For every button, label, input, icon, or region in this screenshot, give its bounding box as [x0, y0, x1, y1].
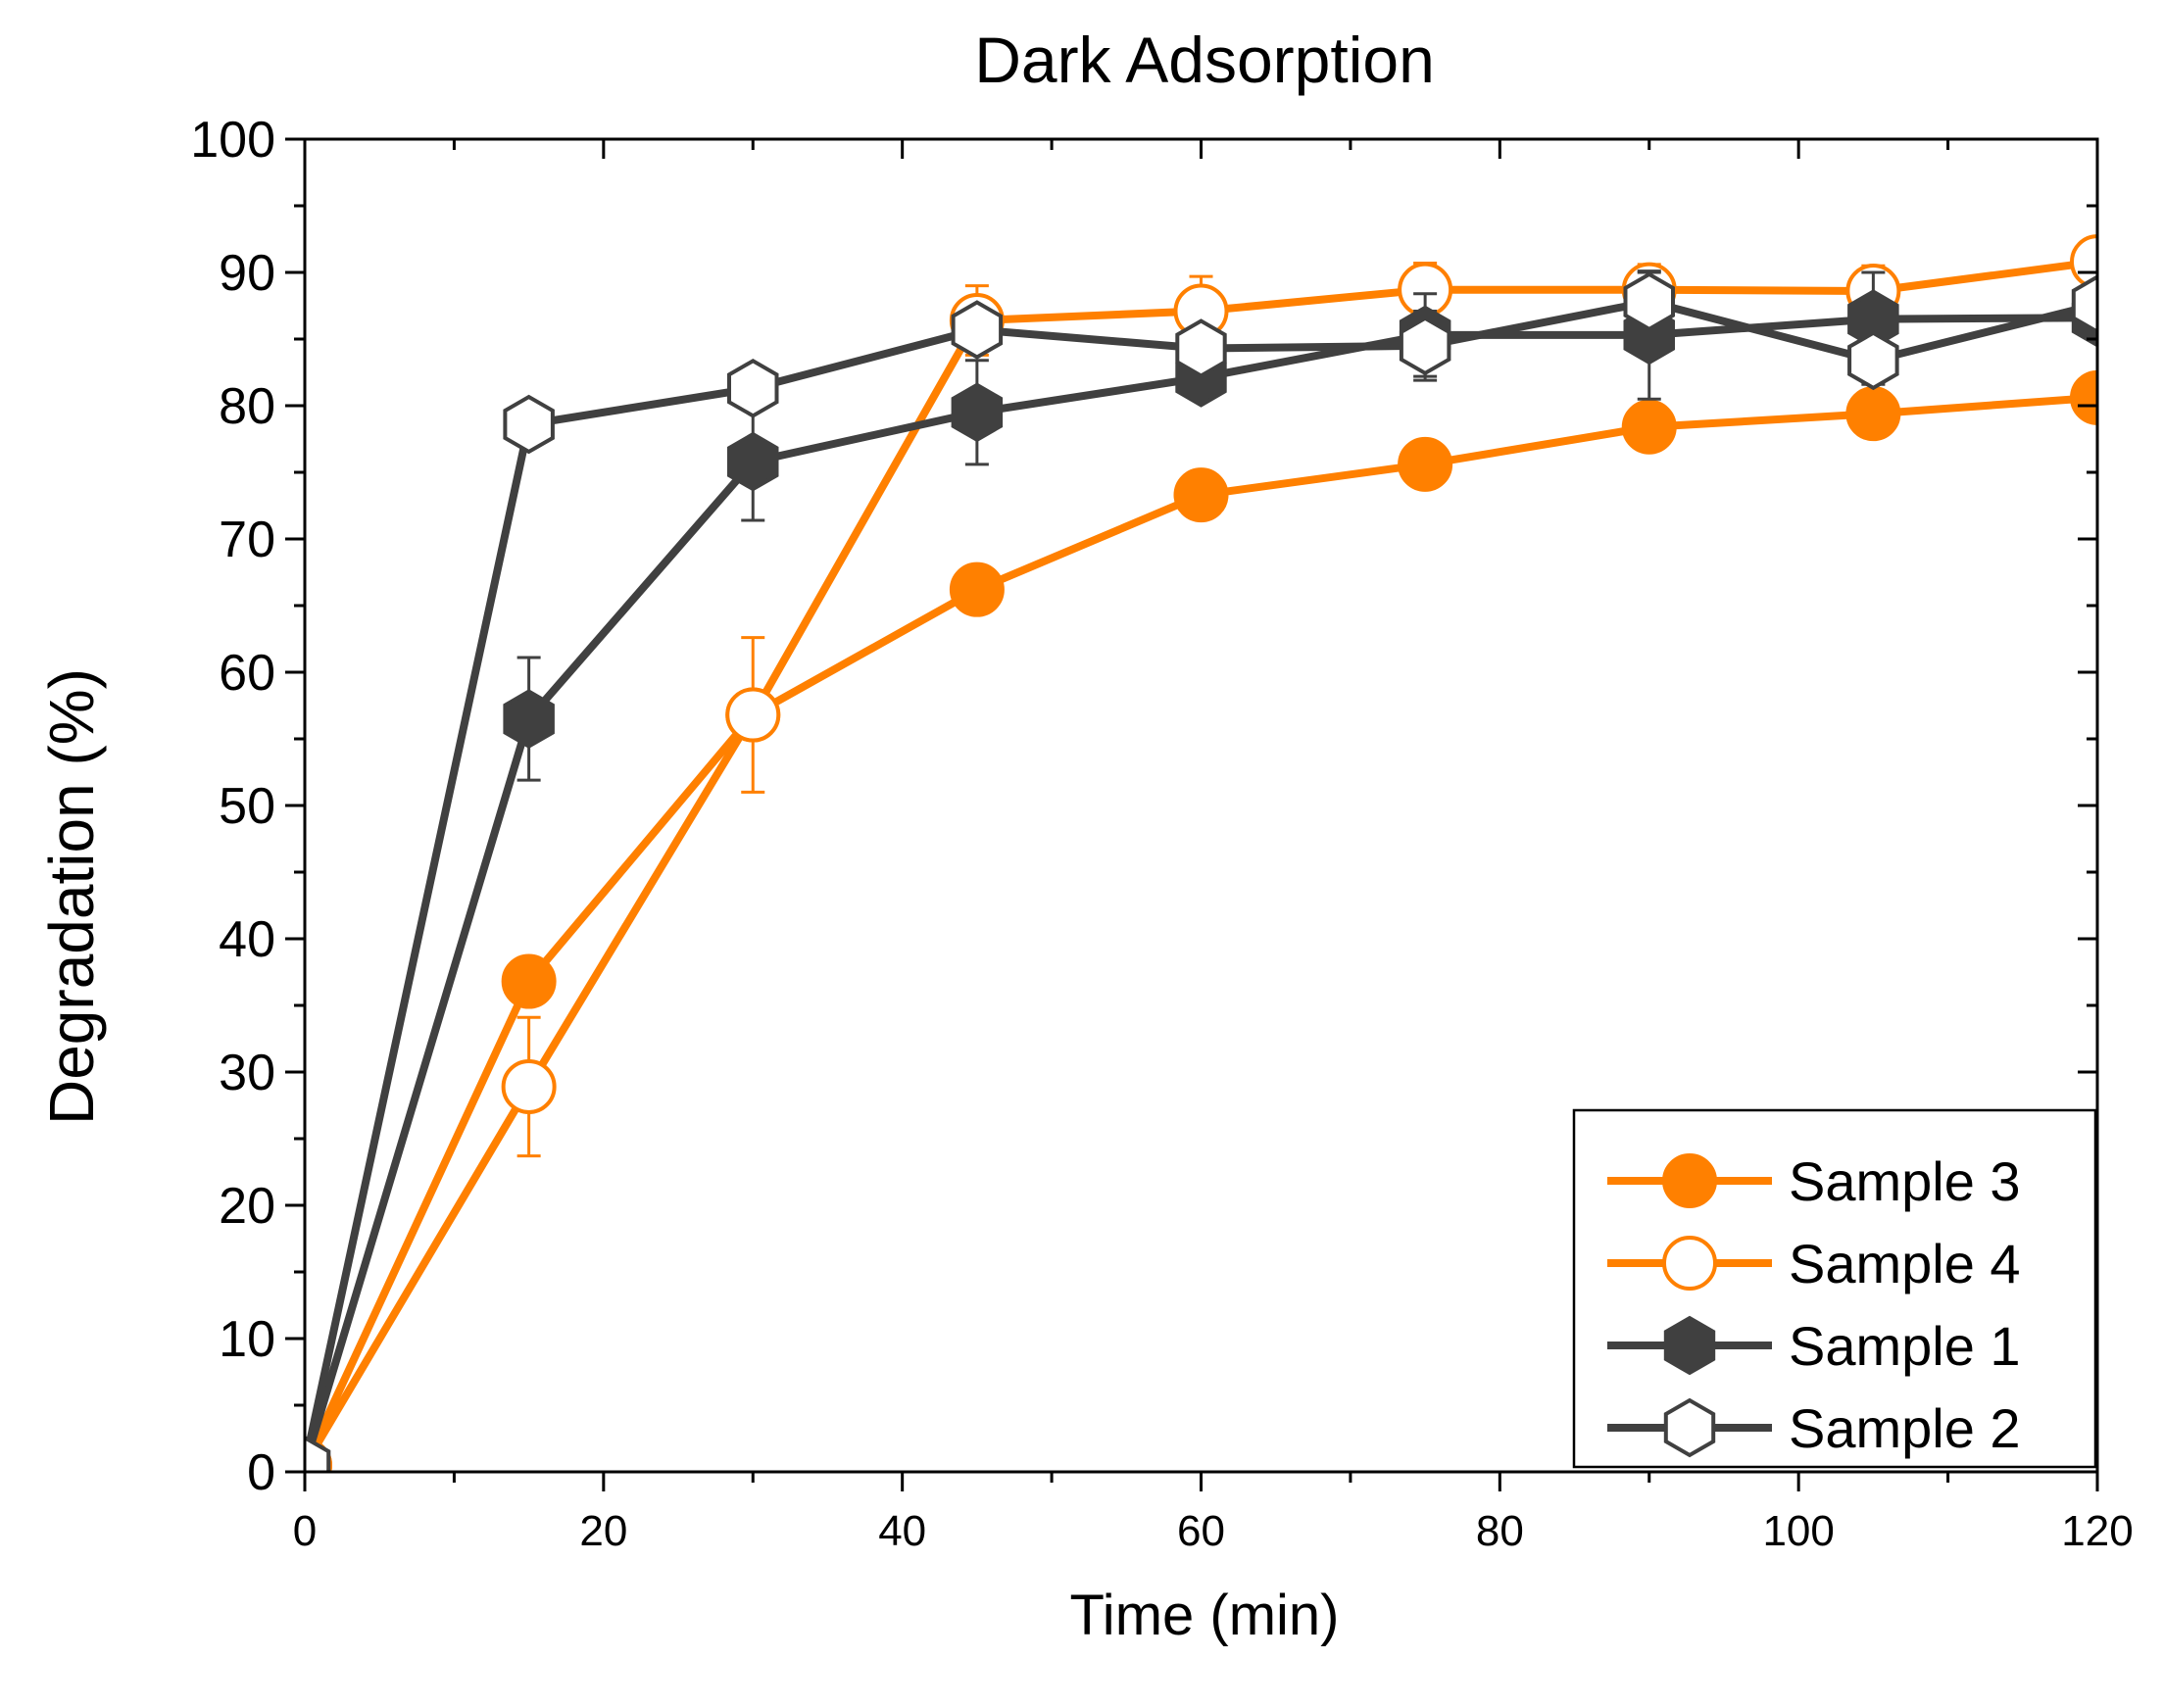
legend-label-sample-2: Sample 2 — [1789, 1397, 2021, 1459]
axes-layer: 0 20 40 60 80 100 120 0 10 20 30 40 50 60 70 80 90 100 — [190, 112, 2133, 1555]
data-point-sample-2 — [2071, 274, 2097, 334]
y-tick-label: 70 — [219, 512, 275, 568]
legend-marker-sample-4 — [1662, 1236, 1717, 1291]
legend-box — [1572, 1108, 2097, 1469]
data-point-sample-3 — [1845, 386, 1901, 442]
legend-marker-sample-1 — [1663, 1315, 1716, 1376]
legend-item-sample-1: Sample 1 — [1607, 1315, 2021, 1377]
x-tick-label: 40 — [878, 1507, 926, 1555]
data-point-sample-1 — [951, 382, 1004, 443]
series-sample-3 — [305, 369, 2097, 1472]
data-point-sample-2 — [1847, 330, 1899, 391]
data-point-sample-3 — [1621, 399, 1677, 455]
data-point-sample-2 — [951, 300, 1004, 360]
data-point-sample-1 — [727, 431, 779, 492]
series-sample-2 — [305, 270, 2097, 1472]
y-tick-label: 100 — [190, 112, 275, 169]
legend-label-sample-4: Sample 4 — [1789, 1233, 2021, 1294]
data-point-sample-4 — [2070, 234, 2097, 290]
y-tick-label: 20 — [219, 1178, 275, 1235]
x-tick-label: 60 — [1177, 1507, 1225, 1555]
legend-label-sample-1: Sample 1 — [1789, 1315, 2021, 1377]
data-point-sample-2 — [727, 358, 779, 418]
data-point-sample-2 — [305, 1435, 331, 1472]
series-layer — [305, 234, 2097, 1472]
data-point-sample-4 — [725, 687, 781, 743]
data-point-sample-3 — [501, 953, 557, 1009]
y-tick-label: 40 — [219, 911, 275, 968]
legend-marker-sample-3 — [1662, 1153, 1717, 1208]
y-tick-label: 30 — [219, 1045, 275, 1101]
legend: Sample 3 Sample 4 Sample 1 Sample 2 — [1572, 1108, 2097, 1469]
y-tick-label: 0 — [247, 1444, 275, 1501]
data-point-sample-2 — [1175, 318, 1227, 378]
legend-marker-sample-2 — [1663, 1397, 1716, 1458]
data-point-sample-3 — [1173, 467, 1229, 523]
data-point-sample-3 — [2070, 369, 2097, 425]
legend-item-sample-4: Sample 4 — [1607, 1233, 2021, 1294]
data-point-sample-3 — [1398, 436, 1453, 492]
data-point-sample-3 — [949, 561, 1005, 617]
y-tick-label: 60 — [219, 645, 275, 702]
x-tick-label: 120 — [2061, 1507, 2133, 1555]
legend-items: Sample 3 Sample 4 Sample 1 Sample 2 — [1607, 1150, 2021, 1459]
plot-area — [305, 234, 2097, 1472]
y-tick-label: 50 — [219, 778, 275, 835]
legend-label-sample-3: Sample 3 — [1789, 1150, 2021, 1212]
data-point-sample-2 — [1399, 316, 1451, 376]
x-tick-label: 80 — [1476, 1507, 1524, 1555]
chart-title: Dark Adsorption — [974, 24, 1435, 96]
x-tick-label: 20 — [579, 1507, 627, 1555]
data-point-sample-1 — [503, 689, 555, 749]
y-tick-label: 90 — [219, 245, 275, 302]
y-tick-label: 80 — [219, 378, 275, 435]
x-axis-label: Time (min) — [1070, 1584, 1340, 1647]
data-point-sample-2 — [1623, 271, 1675, 332]
x-tick-label: 100 — [1762, 1507, 1834, 1555]
y-tick-label: 10 — [219, 1311, 275, 1368]
legend-item-sample-2: Sample 2 — [1607, 1397, 2021, 1459]
data-point-sample-4 — [501, 1058, 557, 1114]
data-point-sample-2 — [503, 394, 555, 455]
legend-item-sample-3: Sample 3 — [1607, 1150, 2021, 1212]
y-axis-label: Degradation (%) — [36, 668, 107, 1125]
x-tick-label: 0 — [293, 1507, 317, 1555]
